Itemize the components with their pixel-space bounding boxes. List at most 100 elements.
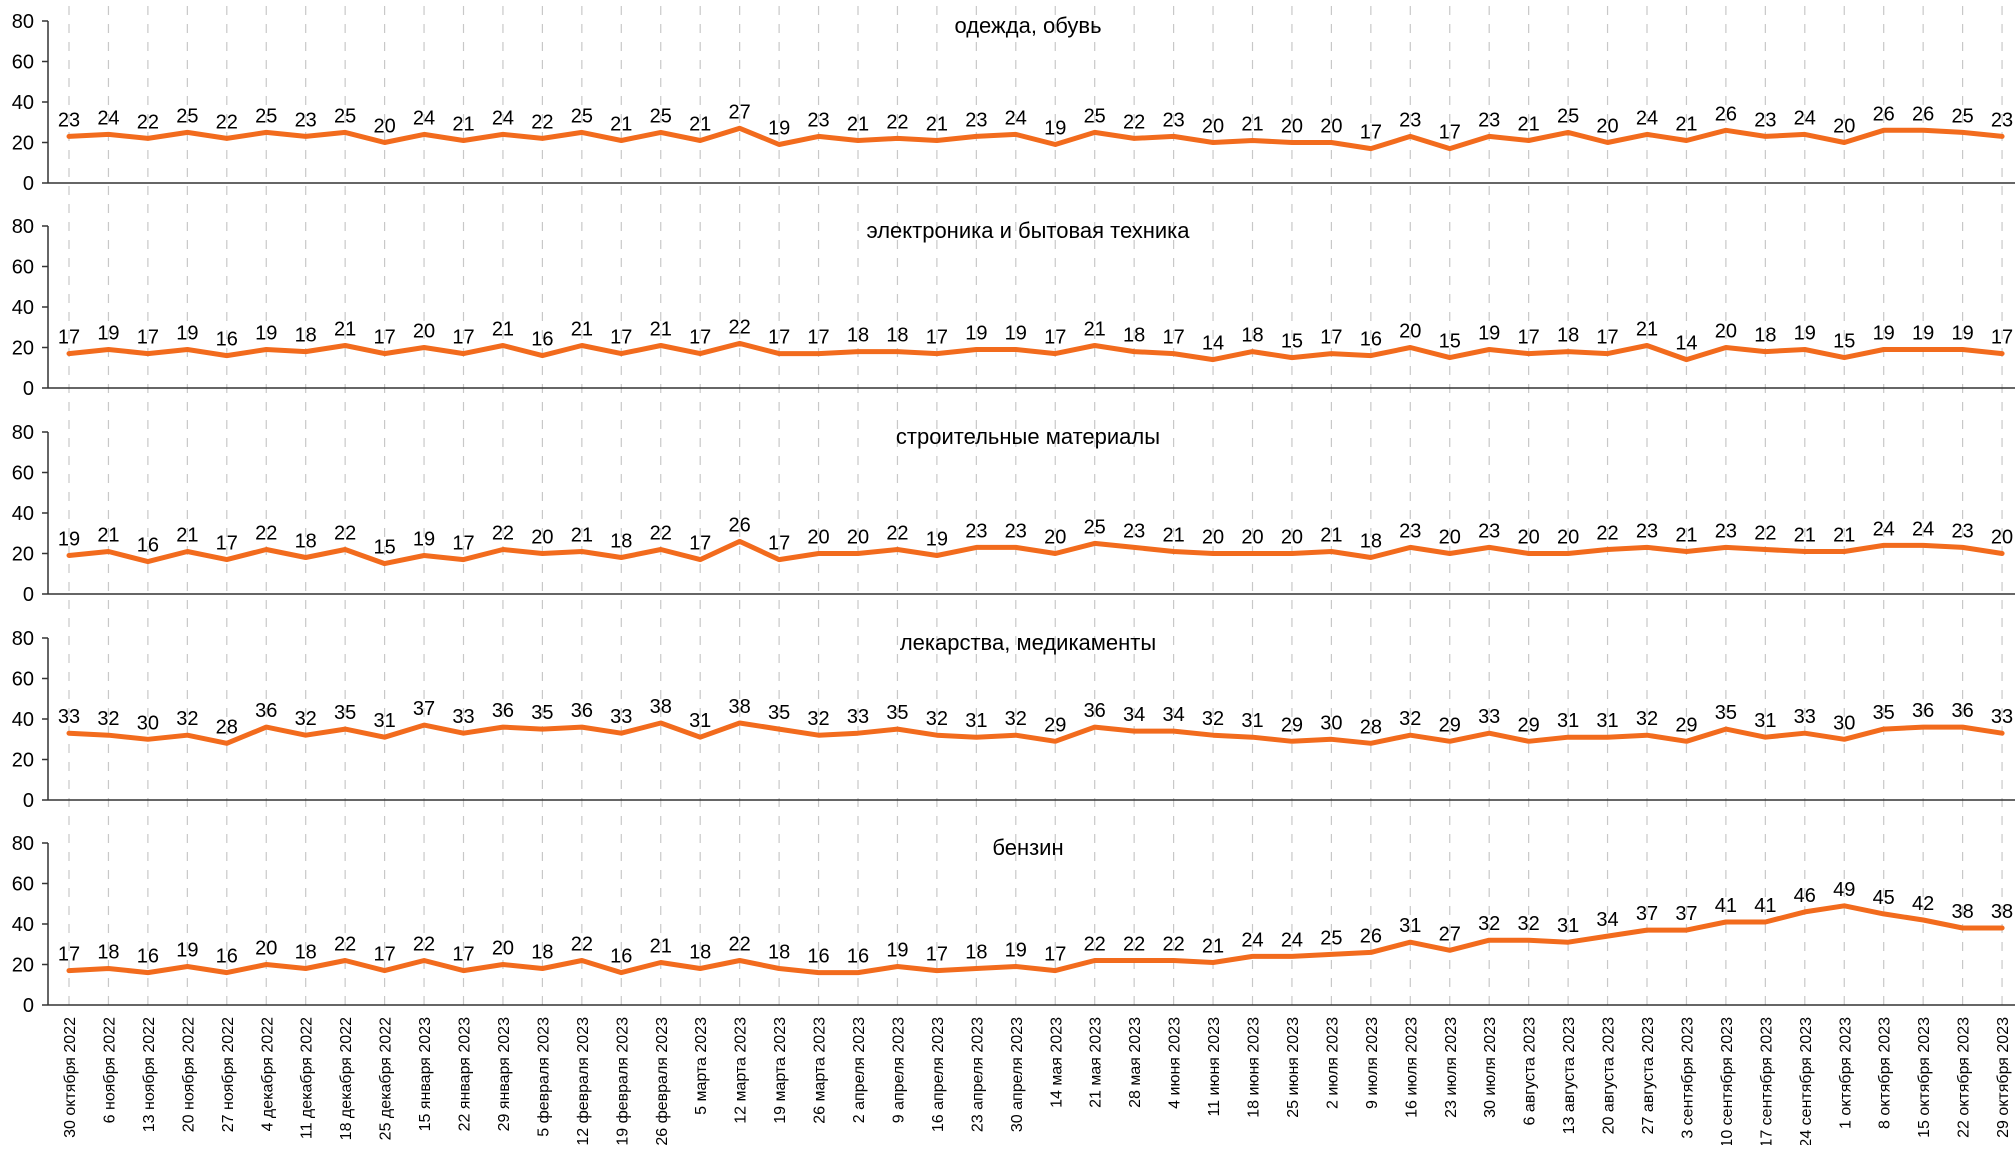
panel-title: бензин (992, 835, 1063, 860)
data-label: 31 (1754, 710, 1776, 732)
y-tick-label: 60 (12, 463, 34, 485)
data-label: 19 (1794, 323, 1816, 345)
data-label: 23 (1754, 109, 1776, 131)
x-tick-label: 19 марта 2023 (772, 1017, 789, 1124)
data-label: 26 (729, 514, 751, 536)
data-label: 23 (965, 520, 987, 542)
data-label: 21 (452, 113, 474, 135)
data-label: 17 (373, 944, 395, 966)
x-tick-label: 20 августа 2023 (1601, 1017, 1618, 1134)
data-label: 22 (334, 933, 356, 955)
data-label: 36 (492, 700, 514, 722)
x-tick-label: 18 декабря 2022 (338, 1017, 355, 1140)
x-tick-label: 5 марта 2023 (693, 1017, 710, 1115)
panel-5: 0 20 40 60 80 бензин 17 18 16 19 16 20 18 22 17 22 17 20 1… (12, 833, 2015, 1017)
data-label: 26 (1715, 103, 1737, 125)
x-tick-label: 28 мая 2023 (1127, 1017, 1144, 1108)
data-label: 21 (1084, 318, 1106, 340)
data-label: 25 (176, 105, 198, 127)
data-label: 18 (1557, 325, 1579, 347)
data-label: 18 (531, 942, 553, 964)
x-tick-label: 29 января 2023 (496, 1017, 513, 1131)
data-label: 17 (768, 533, 790, 555)
data-label: 33 (1794, 706, 1816, 728)
data-label: 22 (729, 933, 751, 955)
data-label: 20 (1991, 527, 2013, 549)
data-label: 17 (58, 327, 80, 349)
data-label: 20 (413, 321, 435, 343)
data-label: 15 (373, 537, 395, 559)
data-label: 15 (1439, 331, 1461, 353)
data-label: 17 (1162, 327, 1184, 349)
data-label: 20 (1399, 321, 1421, 343)
data-label: 20 (492, 938, 514, 960)
data-label: 31 (1557, 710, 1579, 732)
x-tick-label: 20 ноября 2022 (180, 1017, 197, 1132)
data-label: 19 (1912, 323, 1934, 345)
data-label: 24 (1636, 107, 1658, 129)
data-label: 17 (1360, 122, 1382, 144)
data-label: 24 (1912, 518, 1934, 540)
data-label: 36 (1951, 700, 1973, 722)
data-label: 32 (1478, 913, 1500, 935)
data-label: 21 (650, 318, 672, 340)
data-label: 22 (1123, 111, 1145, 133)
data-label: 21 (1833, 524, 1855, 546)
data-label: 29 (1044, 714, 1066, 736)
data-label: 29 (1281, 714, 1303, 736)
x-tick-label: 18 июня 2023 (1246, 1017, 1263, 1118)
data-label: 49 (1833, 879, 1855, 901)
y-tick-label: 0 (23, 790, 34, 812)
data-label: 17 (689, 533, 711, 555)
data-label: 33 (610, 706, 632, 728)
data-label: 23 (295, 109, 317, 131)
data-label: 27 (1439, 923, 1461, 945)
data-label: 32 (1202, 708, 1224, 730)
data-label: 35 (531, 702, 553, 724)
data-label: 22 (886, 522, 908, 544)
x-tick-label: 26 февраля 2023 (654, 1017, 671, 1145)
data-label: 17 (452, 533, 474, 555)
data-label: 33 (847, 706, 869, 728)
x-tick-label: 12 марта 2023 (733, 1017, 750, 1124)
data-label: 26 (1912, 103, 1934, 125)
data-label: 22 (216, 111, 238, 133)
x-tick-label: 21 мая 2023 (1088, 1017, 1105, 1108)
data-label: 25 (1320, 927, 1342, 949)
data-label: 21 (492, 318, 514, 340)
data-label: 32 (1399, 708, 1421, 730)
data-label: 21 (1636, 318, 1658, 340)
data-label: 17 (1044, 944, 1066, 966)
data-label: 41 (1715, 895, 1737, 917)
data-label: 37 (1675, 903, 1697, 925)
data-label: 34 (1162, 704, 1184, 726)
x-tick-label: 6 ноября 2022 (101, 1017, 118, 1123)
data-label: 36 (255, 700, 277, 722)
data-label: 22 (729, 316, 751, 338)
data-label: 31 (1241, 710, 1263, 732)
data-label: 20 (1241, 527, 1263, 549)
data-label: 22 (1754, 522, 1776, 544)
data-label: 23 (1478, 520, 1500, 542)
data-label: 19 (768, 118, 790, 140)
y-tick-label: 40 (12, 297, 34, 319)
data-label: 24 (492, 107, 514, 129)
data-label: 20 (1044, 527, 1066, 549)
x-tick-label: 2 июля 2023 (1324, 1017, 1341, 1109)
data-label: 21 (176, 524, 198, 546)
data-label: 19 (1005, 323, 1027, 345)
data-label: 19 (176, 940, 198, 962)
data-label: 19 (255, 323, 277, 345)
series-line (66, 720, 2005, 746)
data-label: 36 (1084, 700, 1106, 722)
x-tick-label: 16 апреля 2023 (930, 1017, 947, 1132)
data-label: 32 (926, 708, 948, 730)
data-label: 17 (1518, 327, 1540, 349)
data-label: 42 (1912, 893, 1934, 915)
data-label: 18 (847, 325, 869, 347)
data-label: 18 (1754, 325, 1776, 347)
data-label: 18 (295, 531, 317, 553)
y-tick-label: 0 (23, 995, 34, 1017)
x-tick-label: 27 ноября 2022 (220, 1017, 237, 1132)
data-label: 20 (1715, 321, 1737, 343)
